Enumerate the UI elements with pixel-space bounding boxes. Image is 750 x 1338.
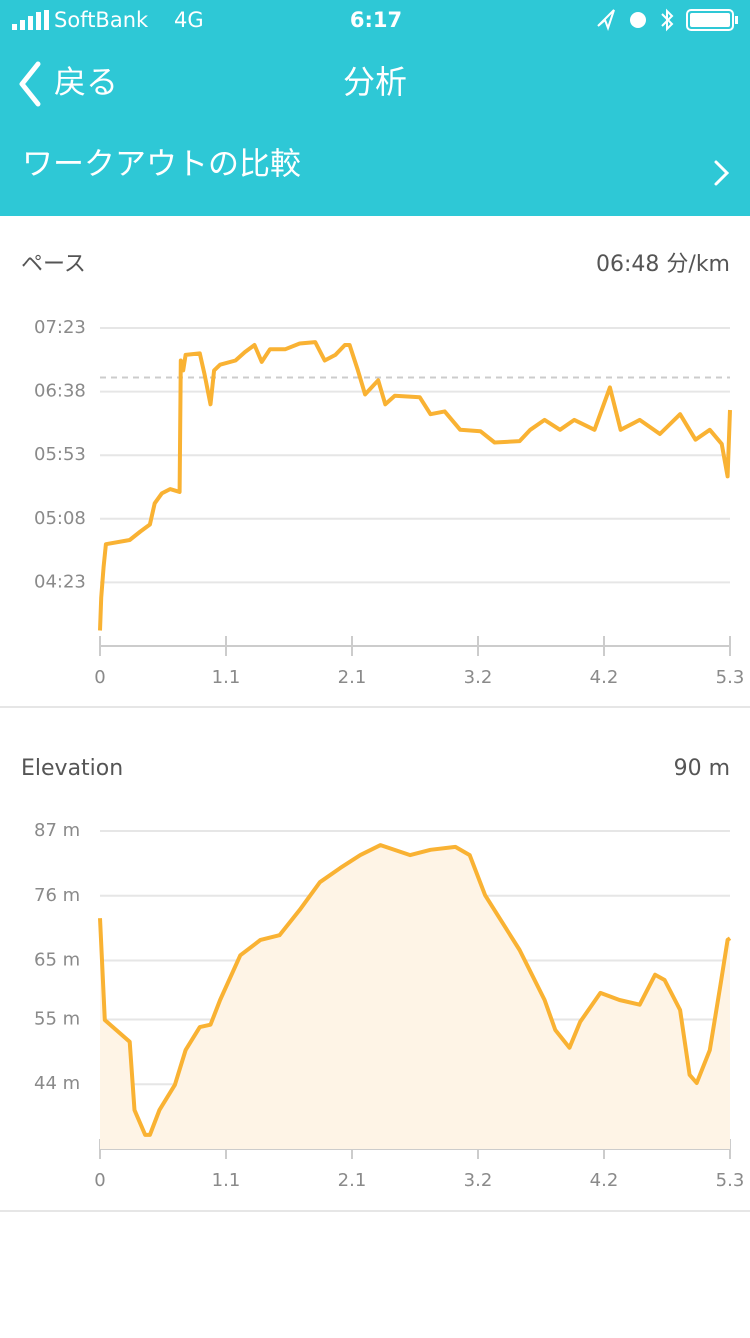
y-tick-label: 05:08	[34, 508, 86, 529]
y-tick-label: 55 m	[34, 1008, 80, 1029]
y-tick-label: 44 m	[34, 1073, 80, 1094]
x-tick-label: 5.3	[716, 667, 745, 688]
pace-line	[98, 340, 732, 631]
x-tick-label: 5.3	[716, 1170, 745, 1191]
location-icon	[597, 9, 615, 31]
y-tick-label: 65 m	[34, 950, 80, 971]
chart-title: Elevation	[21, 756, 123, 781]
x-tick-label: 2.1	[338, 667, 367, 688]
chart-title: ペース	[21, 252, 86, 277]
battery-tip	[735, 16, 738, 24]
area-fill	[100, 845, 730, 1149]
row-chevron[interactable]	[714, 160, 730, 186]
battery-level	[690, 13, 730, 27]
header-bg	[0, 0, 750, 216]
x-tick-label: 2.1	[338, 1170, 367, 1191]
signal-icon	[12, 10, 49, 30]
bluetooth-icon	[661, 8, 674, 32]
alarm-icon	[630, 12, 646, 28]
x-tick-label: 3.2	[464, 667, 493, 688]
y-tick-label: 07:23	[34, 317, 86, 338]
back-chevron[interactable]	[19, 61, 41, 107]
carrier: SoftBank	[54, 8, 149, 32]
y-tick-label: 05:53	[34, 444, 86, 465]
x-tick-label: 1.1	[212, 667, 241, 688]
battery-icon	[686, 9, 734, 31]
x-tick-label: 1.1	[212, 1170, 241, 1191]
back-button[interactable]: 戻る	[54, 63, 118, 101]
x-tick-label: 3.2	[464, 1170, 493, 1191]
y-tick-label: 06:38	[34, 381, 86, 402]
elevation-line	[98, 843, 732, 1137]
x-tick-label: 4.2	[590, 667, 619, 688]
x-tick-label: 4.2	[590, 1170, 619, 1191]
y-tick-label: 87 m	[34, 820, 80, 841]
y-tick-label: 04:23	[34, 571, 86, 592]
x-tick-label: 0	[94, 667, 105, 688]
compare-row[interactable]: ワークアウトの比較	[22, 147, 301, 183]
chart-value: 06:48 分/km	[596, 252, 730, 277]
chart-value: 90 m	[674, 756, 730, 781]
network: 4G	[174, 8, 204, 32]
nav-title: 分析	[343, 63, 407, 101]
time: 6:17	[350, 8, 402, 32]
y-tick-label: 76 m	[34, 885, 80, 906]
x-tick-label: 0	[94, 1170, 105, 1191]
